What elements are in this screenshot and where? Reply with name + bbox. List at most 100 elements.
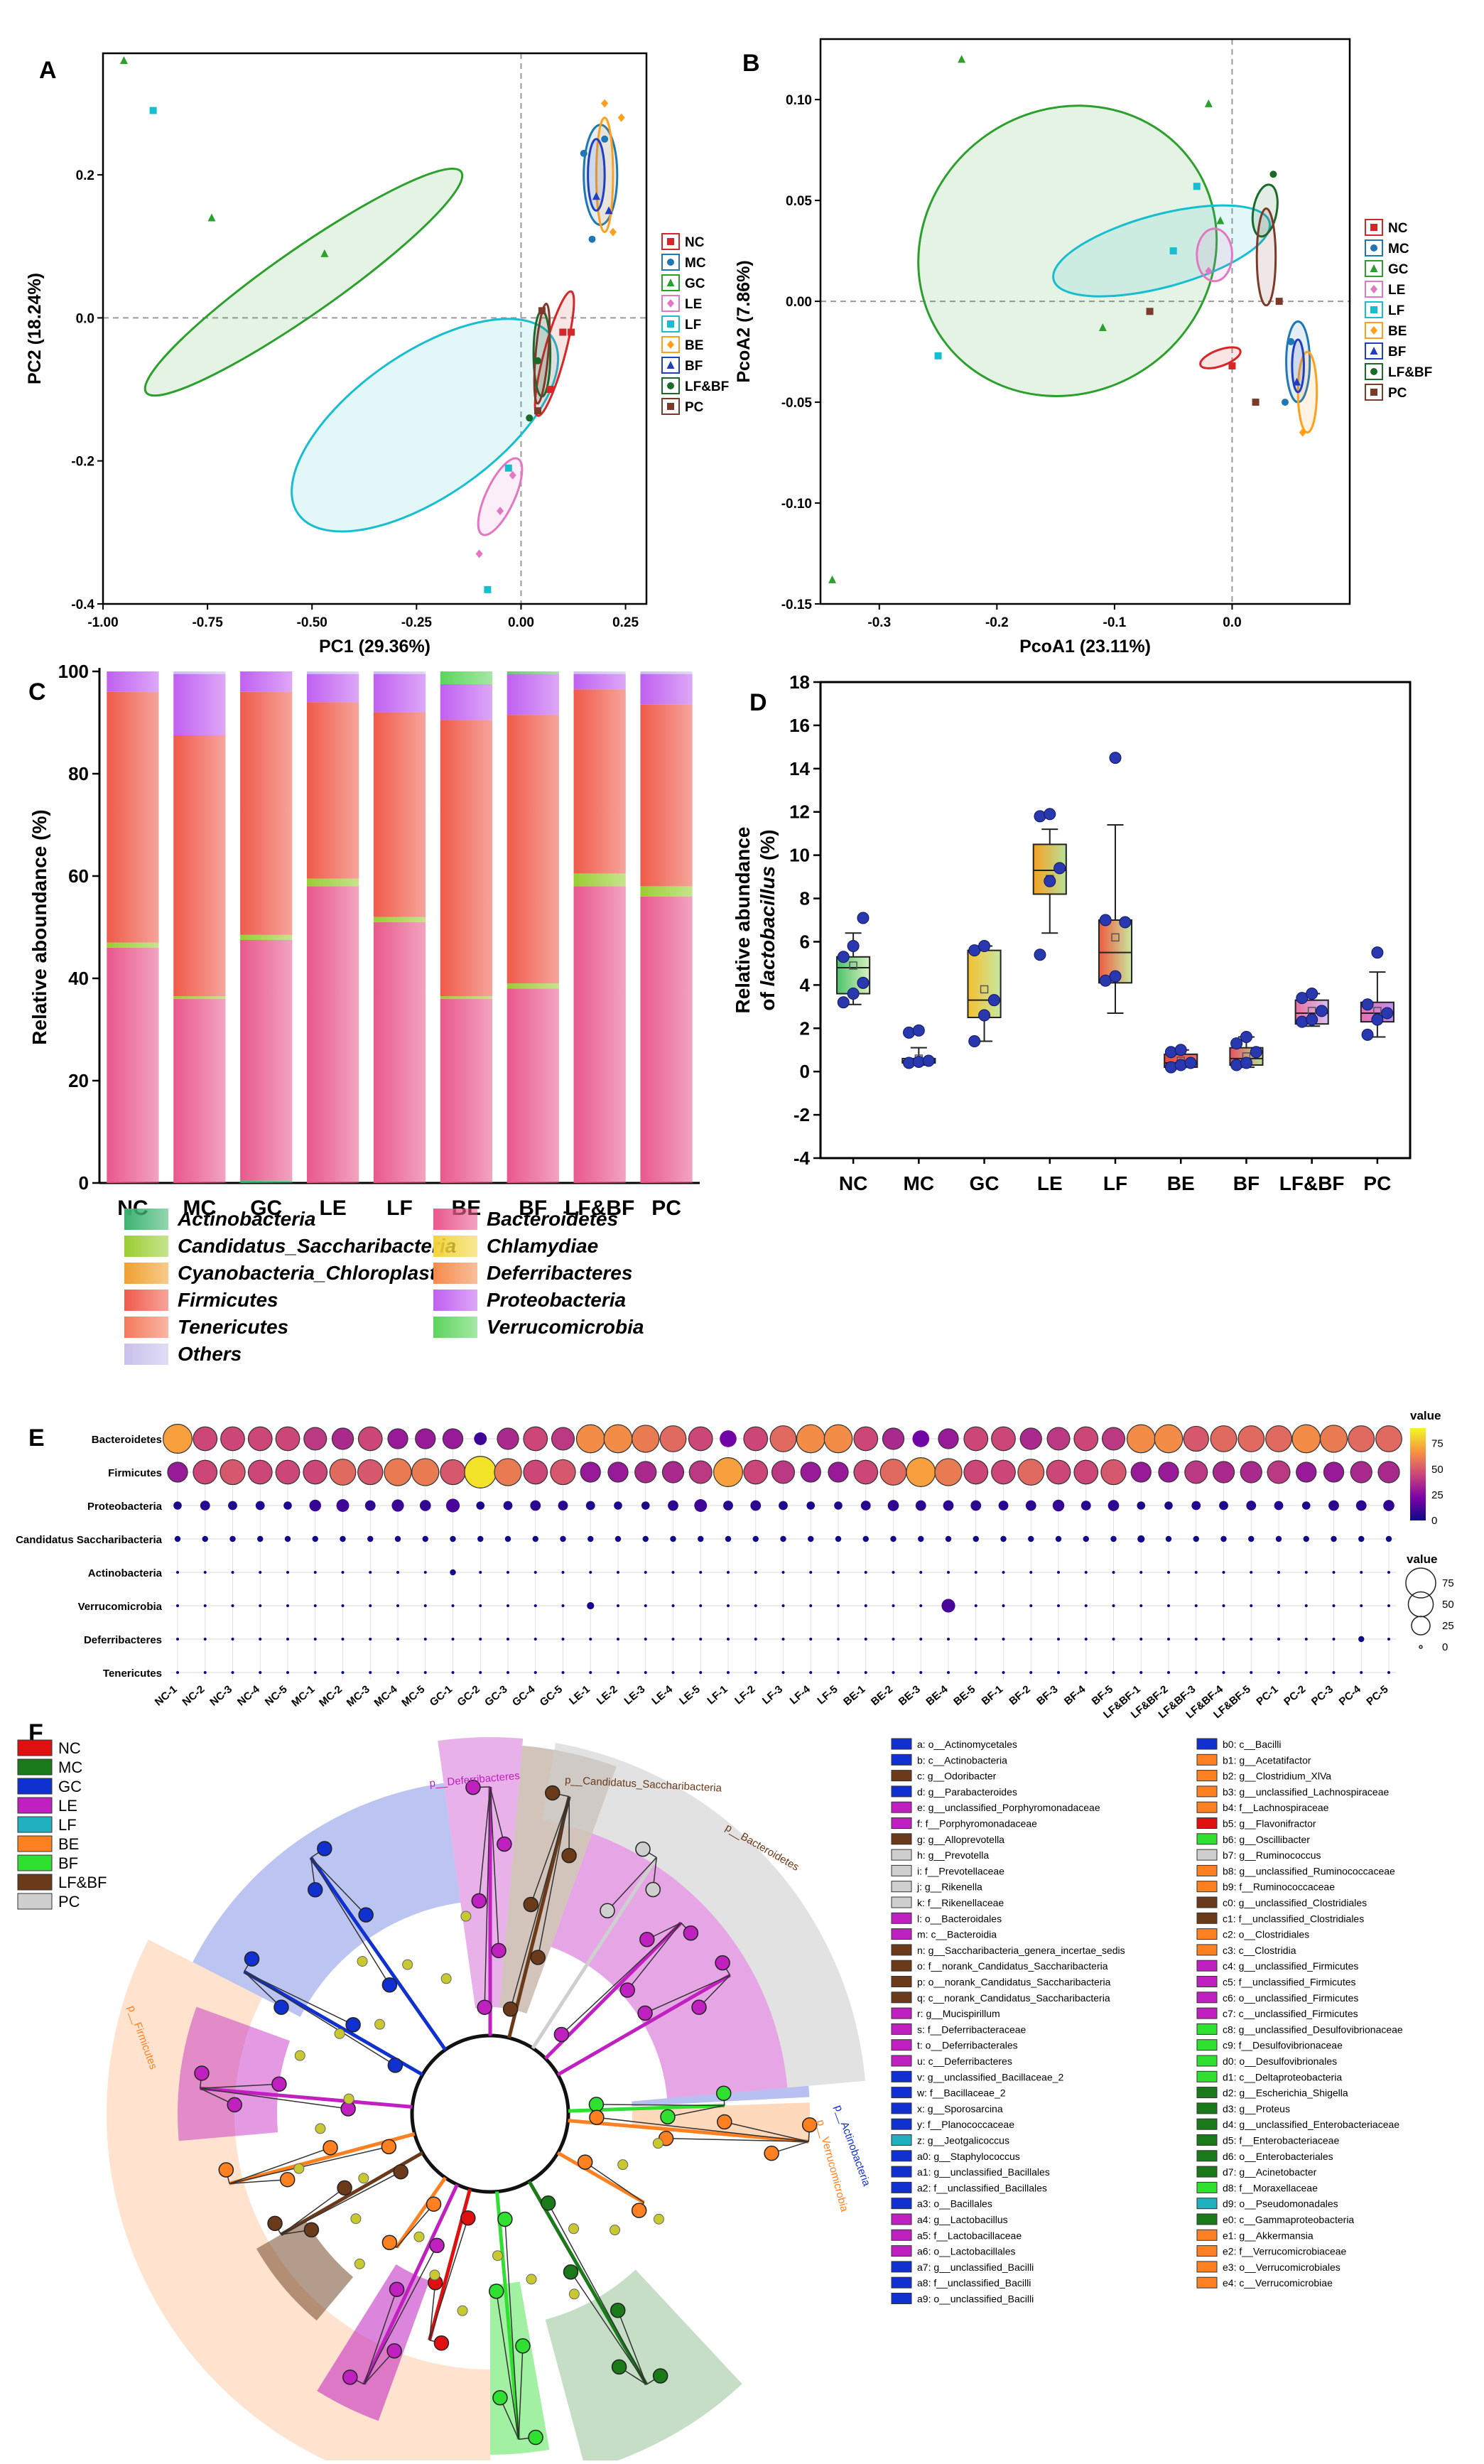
bubble <box>916 1501 926 1511</box>
bubble <box>1002 1671 1005 1674</box>
group-legend-label: MC <box>58 1758 82 1776</box>
feature-legend-swatch <box>1197 2198 1217 2209</box>
legend-label: PC <box>685 400 704 415</box>
bubble <box>1248 1536 1254 1542</box>
feature-legend-swatch <box>1197 1754 1217 1765</box>
point-gc <box>120 56 128 64</box>
bubble <box>534 1604 537 1607</box>
bubble <box>412 1459 439 1486</box>
bubble <box>809 1638 812 1641</box>
bubble <box>1191 1501 1201 1511</box>
clade-node <box>461 2211 475 2225</box>
panel-e-label: E <box>28 1425 45 1452</box>
feature-legend-label: y: f__Planococcaceae <box>917 2119 1014 2130</box>
legend-swatch <box>124 1290 168 1311</box>
bubble <box>1223 1671 1225 1674</box>
bubble <box>699 1604 702 1607</box>
bubble <box>865 1638 867 1641</box>
bar-segment-bacteroidetes <box>307 886 359 1183</box>
bubble <box>1167 1604 1170 1607</box>
bubble <box>1184 1426 1208 1451</box>
y-tick-label: -0.4 <box>71 598 94 612</box>
clade-node <box>516 2339 530 2353</box>
data-point <box>1372 1014 1383 1025</box>
y-tick-label: -4 <box>794 1147 811 1169</box>
bubble <box>396 1571 399 1574</box>
legend-label: LF <box>1388 303 1404 318</box>
bubble <box>228 1501 237 1511</box>
leaf-node <box>315 2124 325 2134</box>
bar-segment-proteobacteria <box>507 674 559 715</box>
data-point <box>838 951 849 963</box>
data-point <box>1316 1005 1328 1017</box>
size-legend-circle <box>1419 1646 1422 1648</box>
point-lfandbf <box>1370 368 1377 375</box>
column-label: LE-4 <box>649 1683 675 1707</box>
bubble <box>342 1671 345 1674</box>
feature-legend-label: a7: g__unclassified_Bacilli <box>917 2262 1034 2273</box>
bubble <box>176 1604 179 1607</box>
bubble <box>589 1671 592 1674</box>
bar-segment-candidatus-saccharibacteria <box>574 873 626 886</box>
feature-legend-swatch <box>1197 1818 1217 1829</box>
bubble <box>586 1501 595 1511</box>
point-gc <box>958 55 965 63</box>
feature-legend-swatch <box>1197 2040 1217 2050</box>
bubble <box>1333 1671 1336 1674</box>
column-label: GC-3 <box>482 1683 509 1709</box>
bubble <box>369 1604 372 1607</box>
point-lf <box>1170 247 1177 254</box>
leaf-node <box>492 2251 502 2261</box>
bubble <box>560 1536 565 1542</box>
bubble <box>395 1536 401 1542</box>
feature-legend-label: b9: f__Ruminococcaceae <box>1223 1881 1335 1893</box>
clade-node <box>715 1956 730 1970</box>
clade-node <box>636 1842 650 1857</box>
data-point <box>1231 1059 1242 1071</box>
data-point <box>969 1036 980 1047</box>
bar-segment-others <box>574 671 626 674</box>
bubble <box>1348 1426 1375 1452</box>
bubble <box>424 1638 427 1641</box>
clade-node <box>497 1837 511 1852</box>
data-point <box>1372 947 1383 958</box>
data-point <box>1175 1059 1186 1071</box>
leaf-node <box>335 2028 345 2038</box>
bubble <box>699 1638 702 1641</box>
bubble <box>1112 1671 1115 1674</box>
feature-legend-swatch <box>1197 1771 1217 1781</box>
clade-node <box>304 2222 318 2237</box>
bubble <box>465 1457 497 1488</box>
clade-node <box>388 2058 402 2073</box>
feature-legend-label: e0: c__Gammaproteobacteria <box>1223 2214 1354 2225</box>
feature-legend-label: b8: g__unclassified_Ruminococcaceae <box>1223 1865 1395 1876</box>
bar-segment-proteobacteria <box>173 674 225 735</box>
bubble <box>1302 1501 1311 1510</box>
bubble <box>672 1671 675 1674</box>
bubble <box>204 1604 207 1607</box>
feature-legend-swatch <box>1197 1834 1217 1844</box>
bubble <box>1250 1604 1252 1607</box>
bar-segment-bacteroidetes <box>240 940 292 1180</box>
bar-segment-candidatus-saccharibacteria <box>240 935 292 940</box>
feature-legend-label: o: f__norank_Candidatus_Saccharibacteria <box>917 1960 1108 1972</box>
data-point <box>1306 1014 1318 1025</box>
bubble <box>220 1459 245 1484</box>
group-legend-swatch <box>18 1893 52 1909</box>
y-tick-label: 100 <box>58 661 89 682</box>
bubble <box>782 1571 785 1574</box>
y-tick-label: 8 <box>800 888 810 909</box>
bubble <box>779 1501 788 1511</box>
bubble <box>943 1501 954 1511</box>
bubble <box>714 1458 743 1487</box>
bubble <box>1166 1536 1171 1542</box>
bubble <box>163 1425 193 1454</box>
bubble <box>699 1671 702 1674</box>
feature-legend-label: n: g__Saccharibacteria_genera_incertae_s… <box>917 1945 1125 1956</box>
leaf-node <box>375 2019 385 2029</box>
point-lfandbf <box>526 414 533 421</box>
bubble <box>365 1501 376 1511</box>
point-pc <box>534 407 541 414</box>
clade-node <box>381 2139 396 2154</box>
